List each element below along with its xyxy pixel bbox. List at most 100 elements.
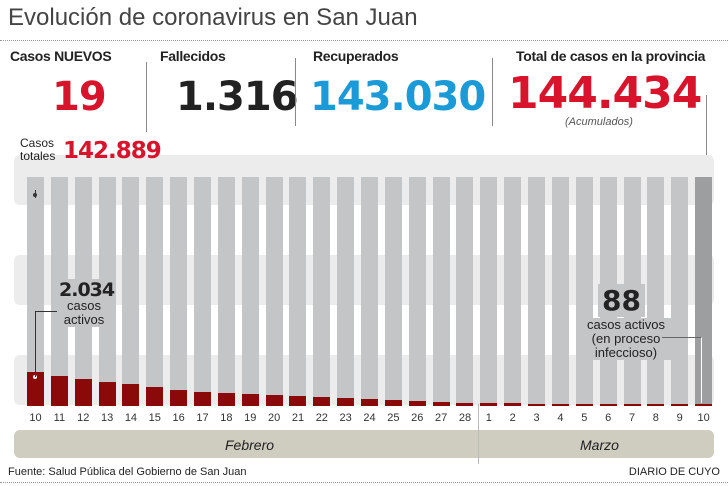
active-bar (384, 400, 402, 406)
total-bar (695, 177, 713, 406)
active-first-label: casos activos (60, 299, 108, 327)
x-tick-label: 25 (387, 412, 400, 424)
total-bar (146, 177, 164, 406)
x-tick-label: 26 (411, 412, 424, 424)
active-bar (241, 394, 259, 406)
total-bar (432, 177, 450, 406)
leader-line (35, 311, 57, 377)
brand-text: DIARIO DE CUYO (628, 466, 720, 478)
recovered-label: Recuperados (313, 48, 399, 64)
active-bar (50, 375, 68, 406)
total-bar (384, 177, 402, 406)
divider (0, 40, 728, 41)
x-tick-label: 12 (77, 412, 90, 424)
active-bar (337, 398, 355, 406)
total-bar (575, 177, 593, 406)
x-tick-label: 2 (509, 412, 516, 424)
active-bar (599, 404, 617, 406)
total-bar (551, 177, 569, 406)
active-bar (695, 404, 713, 406)
total-bar (480, 177, 498, 406)
divider (0, 482, 728, 483)
active-first-value: 2.034 (57, 279, 117, 301)
total-bar (170, 177, 188, 406)
recovered-value: 143.030 (310, 74, 486, 120)
x-tick-label: 7 (628, 412, 636, 424)
total-bar (671, 177, 689, 406)
x-tick-label: 6 (605, 412, 612, 424)
x-tick-label: 3 (533, 412, 540, 424)
x-tick-label: 9 (676, 412, 683, 424)
active-bar (98, 381, 116, 406)
total-annotation-value: 142.889 (63, 138, 162, 164)
x-tick-label: 27 (434, 412, 448, 424)
active-bar (408, 401, 426, 406)
total-bar (504, 177, 522, 406)
leader-line (662, 337, 702, 403)
total-label: Total de casos en la provincia (516, 48, 706, 64)
x-tick-label: 23 (339, 412, 352, 424)
leader-dot (33, 375, 37, 379)
x-tick-label: 17 (196, 412, 209, 424)
active-bar (361, 399, 379, 406)
active-bar (74, 378, 92, 406)
total-bar (265, 177, 283, 406)
total-bar (361, 177, 379, 406)
active-bar (122, 384, 140, 406)
active-bar (265, 395, 283, 406)
leader-line (35, 190, 36, 198)
x-tick-label: 16 (172, 412, 185, 424)
total-bar (217, 177, 235, 406)
x-tick-label: 8 (652, 412, 659, 424)
active-last-label-2: (en proceso (578, 332, 674, 346)
total-bar (27, 177, 44, 406)
total-bar (289, 177, 307, 406)
divider (706, 95, 707, 175)
x-tick-label: 14 (124, 412, 138, 424)
month-divider (478, 404, 479, 464)
active-bar (575, 404, 593, 406)
total-bar (313, 177, 331, 406)
total-bar (456, 177, 474, 406)
active-last-label-1: casos activos (578, 318, 674, 332)
total-bar (528, 177, 546, 406)
source-text: Fuente: Salud Pública del Gobierno de Sa… (8, 466, 247, 478)
x-tick-label: 10 (29, 412, 42, 424)
active-bar (647, 404, 665, 406)
deaths-label: Fallecidos (160, 48, 226, 64)
active-last-label-3: infeccioso) (578, 346, 674, 360)
new-cases-label: Casos NUEVOS (10, 48, 112, 64)
x-tick-label: 24 (363, 412, 376, 424)
active-bar (194, 391, 212, 406)
divider (492, 58, 493, 126)
x-tick-label: 15 (148, 412, 161, 424)
x-tick-label: 10 (697, 412, 710, 424)
month-label-march: Marzo (580, 437, 619, 453)
x-tick-label: 21 (291, 412, 305, 424)
active-bar (217, 393, 235, 406)
month-band (14, 430, 714, 458)
active-bar (528, 403, 546, 406)
active-bar (480, 403, 498, 406)
active-bar (551, 403, 569, 406)
deaths-value: 1.316 (176, 74, 299, 120)
x-tick-label: 5 (581, 412, 588, 424)
page-title: Evolución de coronavirus en San Juan (8, 4, 418, 31)
total-bar (408, 177, 426, 406)
total-bar (194, 177, 212, 406)
x-tick-label: 19 (244, 412, 257, 424)
active-bar (456, 402, 474, 406)
x-tick-label: 11 (53, 412, 66, 424)
x-tick-label: 1 (485, 412, 492, 424)
x-tick-label: 13 (100, 412, 114, 424)
new-cases-value: 19 (52, 74, 107, 120)
active-bar (623, 404, 641, 406)
total-note: (Acumulados) (565, 116, 633, 128)
active-bar (671, 404, 689, 406)
divider (146, 62, 147, 132)
x-tick-label: 4 (557, 412, 564, 424)
active-bar (432, 401, 450, 406)
active-last-value: 88 (598, 284, 645, 317)
x-tick-label: 22 (315, 412, 328, 424)
active-bar (289, 396, 307, 406)
